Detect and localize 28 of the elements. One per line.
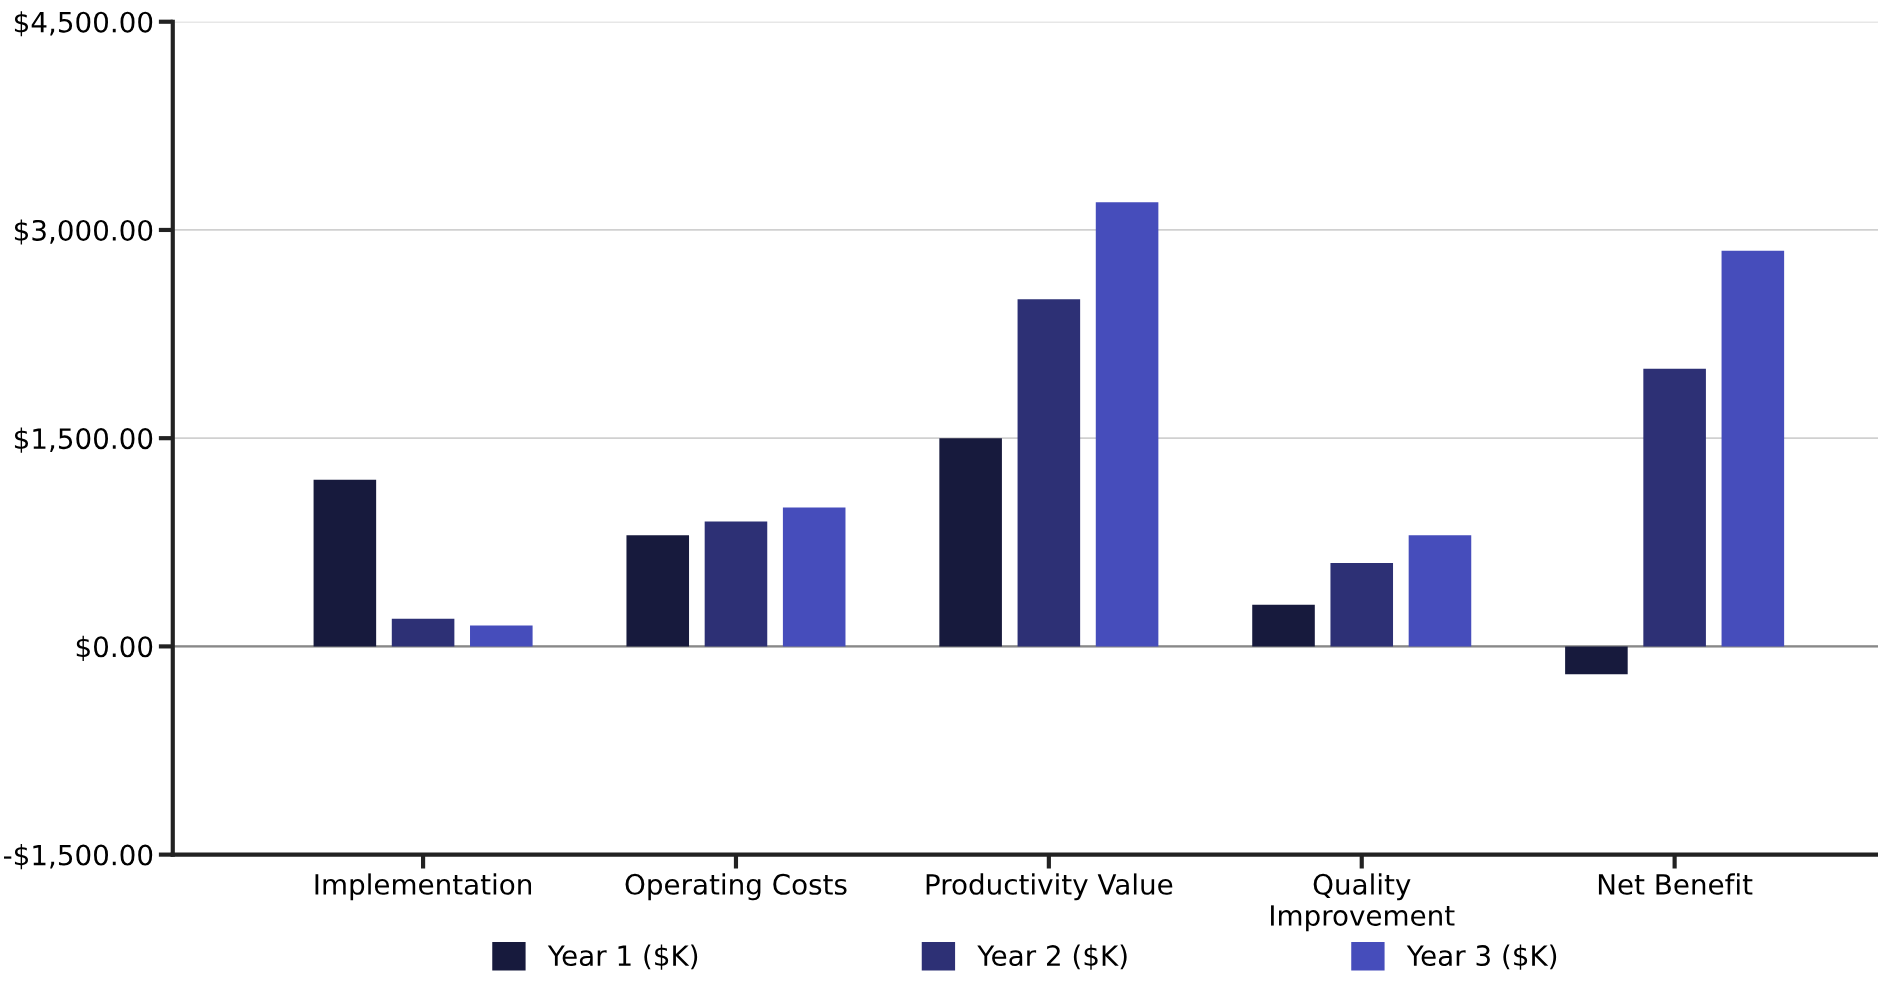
x-tick-label: Implementation (315, 873, 532, 901)
x-tick-label: Net Benefit (1598, 873, 1753, 895)
bar (1095, 202, 1159, 647)
bar (626, 535, 690, 647)
legend-label: Year 1 ($K) (547, 944, 698, 970)
bar (1643, 368, 1706, 647)
y-tick-label: $1,500.00 (14, 427, 153, 453)
bar (391, 618, 455, 647)
bar (782, 507, 846, 647)
bar (470, 625, 533, 647)
y-tick-label: -$1,500.00 (3, 844, 153, 870)
y-tick-label: $0.00 (76, 635, 153, 662)
bar (1408, 535, 1472, 647)
legend-label: Year 2 ($K) (977, 944, 1127, 970)
x-tick-label: Productivity Value (926, 873, 1173, 901)
y-tick-label: $4,500.00 (14, 11, 153, 37)
bar (704, 521, 768, 647)
bar (1565, 646, 1628, 675)
y-tick-label: $3,000.00 (14, 219, 153, 245)
bar (1330, 563, 1394, 647)
bar (313, 479, 377, 647)
bar (1252, 604, 1315, 647)
bar (1721, 250, 1785, 647)
x-tick-label: Operating Costs (625, 873, 847, 901)
bar (939, 438, 1002, 647)
bar (1017, 299, 1081, 647)
legend-label: Year 3 ($K) (1406, 944, 1557, 970)
x-tick-label: Quality Improvement (1271, 873, 1455, 932)
